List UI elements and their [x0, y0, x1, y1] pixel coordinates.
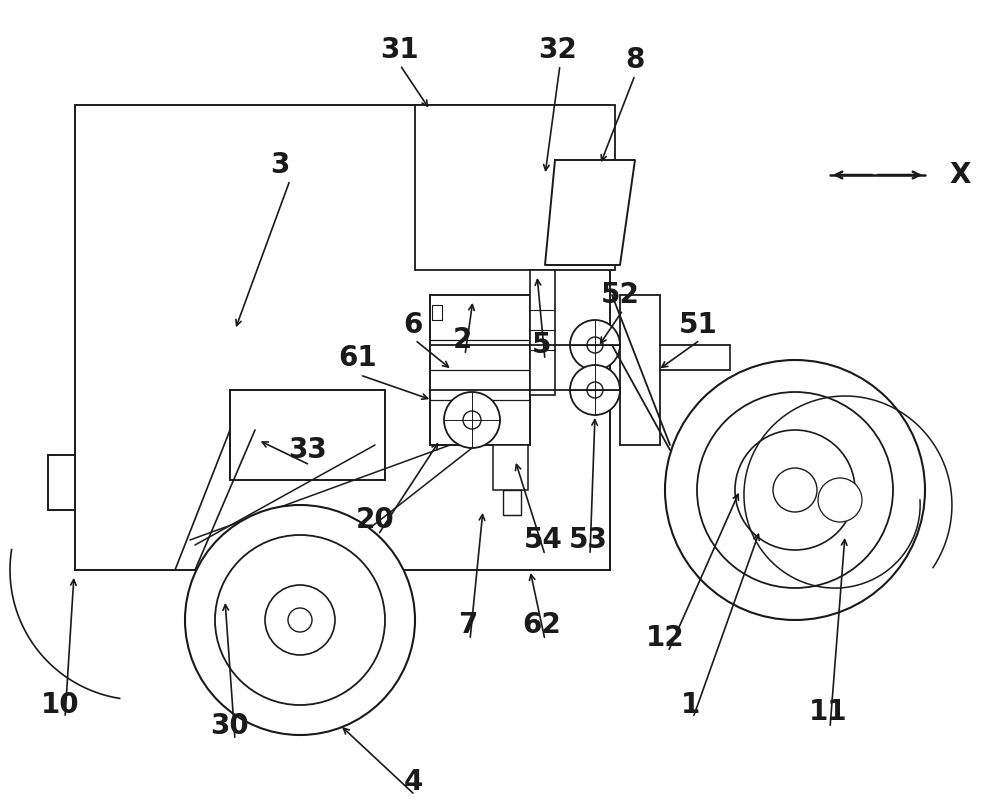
Text: X: X	[949, 161, 971, 189]
Text: 10: 10	[41, 691, 79, 719]
Bar	[75, 105, 610, 570]
Text: 52: 52	[601, 281, 639, 309]
Circle shape	[587, 382, 603, 398]
Text: 3: 3	[270, 151, 290, 179]
Circle shape	[185, 505, 415, 735]
Text: 33: 33	[289, 436, 327, 464]
Text: 51: 51	[679, 311, 717, 339]
Text: 2: 2	[452, 326, 472, 354]
Text: 8: 8	[625, 46, 645, 74]
Bar	[530, 270, 555, 395]
Bar	[230, 390, 385, 480]
Text: 32: 32	[539, 36, 577, 64]
Text: 12: 12	[646, 624, 684, 652]
Circle shape	[818, 478, 862, 522]
Bar	[415, 105, 615, 270]
Circle shape	[587, 337, 603, 353]
Circle shape	[215, 535, 385, 705]
Text: 11: 11	[809, 698, 847, 726]
Text: 5: 5	[532, 331, 552, 359]
Circle shape	[570, 320, 620, 370]
Text: 6: 6	[403, 311, 423, 339]
Circle shape	[697, 392, 893, 588]
Circle shape	[463, 411, 481, 429]
Text: 7: 7	[458, 611, 478, 639]
Text: 61: 61	[339, 344, 377, 372]
Text: 20: 20	[356, 506, 394, 534]
Text: 4: 4	[403, 768, 423, 796]
Circle shape	[735, 430, 855, 550]
Polygon shape	[545, 160, 635, 265]
Bar	[503, 490, 521, 515]
Circle shape	[288, 608, 312, 632]
Circle shape	[665, 360, 925, 620]
Text: 31: 31	[381, 36, 419, 64]
Bar	[48, 455, 75, 510]
Text: 54: 54	[524, 526, 562, 554]
Bar	[430, 295, 530, 445]
Text: 62: 62	[523, 611, 561, 639]
Text: 1: 1	[680, 691, 700, 719]
Text: 30: 30	[211, 712, 249, 740]
Circle shape	[265, 585, 335, 655]
Circle shape	[444, 392, 500, 448]
Text: 53: 53	[569, 526, 607, 554]
Circle shape	[773, 468, 817, 512]
Circle shape	[570, 365, 620, 415]
Bar	[493, 445, 528, 490]
